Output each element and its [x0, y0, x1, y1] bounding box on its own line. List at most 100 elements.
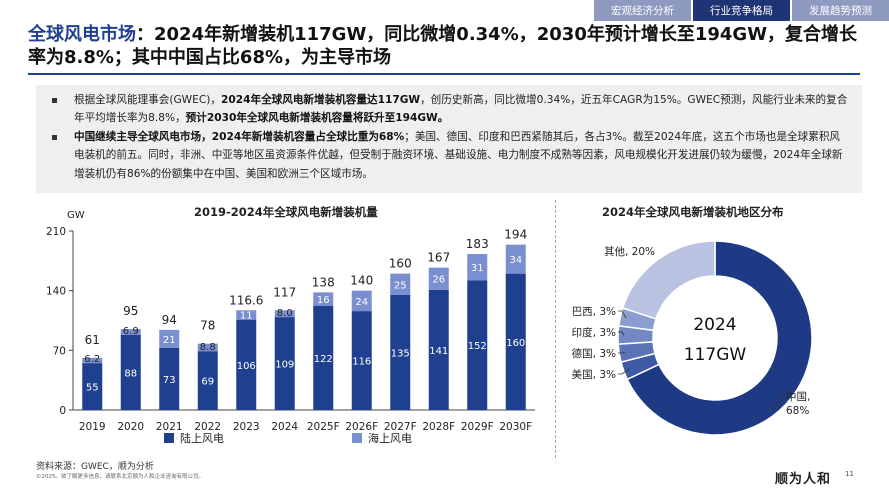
bar-onshore	[120, 334, 141, 410]
bar-onshore	[467, 280, 488, 410]
bar-offshore	[428, 267, 449, 290]
bar-onshore-label: 109	[275, 360, 294, 371]
bar-offshore-label: 31	[471, 263, 484, 274]
x-tick-label: 2023	[233, 421, 260, 433]
donut-slice	[626, 240, 813, 436]
title-divider	[28, 73, 860, 75]
section-tabs: 宏观经济分析 行业竞争格局 发展趋势预测	[594, 0, 889, 21]
bar-onshore	[197, 351, 218, 410]
bar-onshore	[505, 273, 526, 410]
legend-offshore-swatch	[352, 433, 362, 443]
x-tick-label: 2021	[156, 421, 183, 433]
slice-label: 美国, 3%	[572, 368, 616, 381]
donut-center-year: 2024	[693, 315, 736, 335]
bar-total-label: 183	[466, 237, 489, 251]
bar-onshore	[274, 317, 295, 410]
bar-offshore	[467, 254, 488, 281]
slice-label-china-pct: 68%	[786, 405, 809, 417]
tab-macro-economy[interactable]: 宏观经济分析	[594, 0, 691, 21]
donut-chart-title: 2024年全球风电新增装机地区分布	[602, 205, 784, 219]
bar-offshore-label: 11	[240, 311, 253, 322]
bar-offshore-label: 26	[432, 275, 445, 286]
bar-offshore-label: 24	[355, 297, 368, 308]
legend-onshore-swatch	[164, 433, 174, 443]
bar-offshore	[274, 310, 295, 318]
page-number: 11	[845, 470, 854, 478]
bar-onshore-label: 73	[163, 375, 176, 386]
legend-onshore-label: 陆上风电	[180, 431, 224, 445]
y-tick-label: 140	[46, 286, 66, 298]
bar-onshore-label: 106	[237, 361, 256, 372]
y-tick-label: 0	[59, 405, 66, 417]
slice-label: 德国, 3%	[572, 347, 616, 360]
source-note: 资料来源：GWEC，顺为分析	[36, 462, 154, 472]
bar-total-label: 61	[85, 333, 100, 347]
slice-leader-line	[771, 389, 787, 412]
x-tick-label: 2027F	[384, 421, 417, 433]
x-tick-label: 2019	[79, 421, 106, 433]
x-tick-label: 2028F	[422, 421, 455, 433]
bar-total-label: 116.6	[229, 294, 263, 308]
slice-leader-line	[618, 331, 625, 336]
bar-offshore	[82, 357, 103, 364]
bar-onshore	[351, 311, 372, 410]
bar-onshore	[428, 289, 449, 410]
bar-offshore-label: 21	[163, 335, 176, 346]
donut-chart: 2024 117GW 美国, 3% 德国, 3% 印度, 3% 巴西, 3% 其他, 20%…	[572, 240, 813, 436]
bar-chart: GW 0 70 140 210 55 6.2 61 2019 88 6.9 95 2020 73 21 94 2…	[46, 210, 535, 445]
bar-total-label: 94	[162, 313, 177, 327]
slice-leader-line	[618, 310, 627, 319]
copyright-note: ©2025。欲了解更多信息，请联系北京顺为人和企业咨询有限公司。	[36, 474, 204, 480]
bar-onshore-label: 116	[352, 357, 371, 368]
bar-onshore	[390, 294, 411, 410]
bar-onshore	[236, 319, 257, 410]
bar-total-label: 117	[273, 285, 296, 299]
bar-offshore-label: 6.9	[123, 326, 139, 337]
donut-center-total: 117GW	[684, 345, 747, 365]
bar-onshore-label: 69	[201, 377, 214, 388]
bar-offshore	[313, 292, 334, 307]
tab-trend-forecast[interactable]: 发展趋势预测	[792, 0, 889, 21]
bar-onshore-label: 88	[124, 368, 137, 379]
bar-offshore-label: 25	[394, 280, 407, 291]
bar-total-label: 160	[389, 257, 412, 271]
slice-leader-line	[618, 368, 630, 375]
slice-label: 巴西, 3%	[572, 306, 616, 318]
slice-label-china: 中国,	[786, 390, 810, 403]
bar-onshore-label: 152	[468, 341, 487, 352]
chart-divider	[555, 200, 556, 458]
bar-offshore-label: 8.0	[277, 308, 293, 319]
x-tick-label: 2029F	[461, 421, 494, 433]
bar-onshore	[159, 347, 180, 410]
bar-total-label: 78	[200, 319, 215, 333]
bar-offshore	[390, 273, 411, 295]
summary-bullet-1: 根据全球风能理事会(GWEC)，2024年全球风电新增装机容量达117GW，创历…	[48, 91, 850, 128]
bar-onshore-label: 55	[86, 383, 99, 394]
legend-offshore-label: 海上风电	[368, 431, 412, 445]
x-tick-label: 2030F	[499, 421, 532, 433]
bar-offshore-label: 8.8	[200, 342, 216, 353]
bar-total-label: 194	[504, 228, 527, 242]
donut-slice	[621, 240, 716, 320]
bar-offshore	[351, 290, 372, 312]
bar-offshore-label: 16	[317, 295, 330, 306]
title-highlight: 全球风电市场	[28, 24, 136, 45]
bar-offshore-label: 6.2	[84, 354, 100, 365]
bar-offshore-label: 34	[509, 255, 522, 266]
bar-onshore-label: 160	[506, 338, 525, 349]
bar-onshore-label: 122	[314, 354, 333, 365]
bar-offshore	[197, 343, 218, 352]
bar-chart-title: 2019-2024年全球风电新增装机量	[194, 205, 378, 219]
bar-offshore	[236, 310, 257, 320]
bar-total-label: 138	[312, 275, 335, 289]
summary-box: 根据全球风能理事会(GWEC)，2024年全球风电新增装机容量达117GW，创历…	[36, 85, 862, 193]
bar-onshore	[82, 363, 103, 410]
summary-bullet-2: 中国继续主导全球风电市场，2024年新增装机容量占全球比重为68%；美国、德国、…	[48, 128, 850, 183]
bar-offshore	[120, 329, 141, 335]
y-tick-label: 70	[53, 345, 66, 357]
tab-industry-competition[interactable]: 行业竞争格局	[693, 0, 790, 21]
title-text: ：2024年新增装机117GW，同比微增0.34%，2030年预计增长至194G…	[28, 24, 858, 68]
bar-total-label: 140	[350, 274, 373, 288]
bar-onshore	[313, 306, 334, 410]
bar-offshore	[505, 244, 526, 274]
